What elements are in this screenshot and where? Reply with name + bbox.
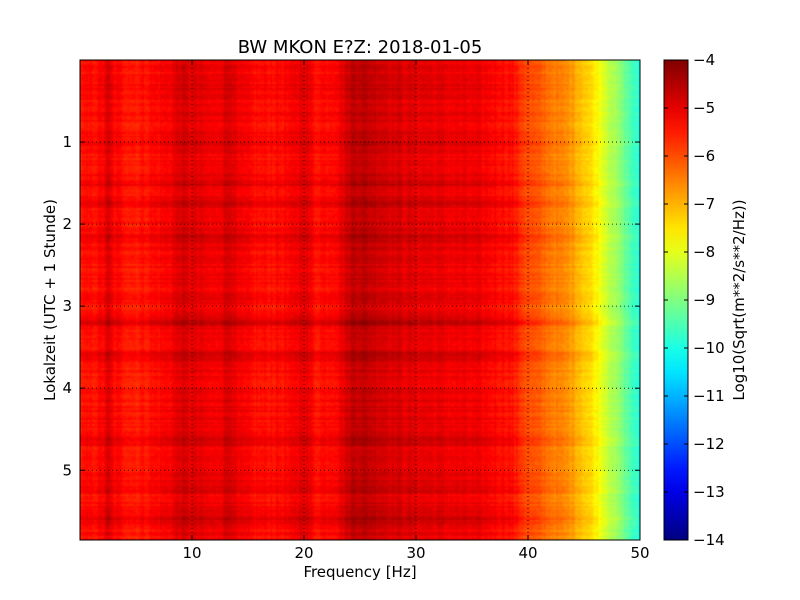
colorbar-tick-label: −10 [693,339,725,357]
colorbar-tick-label: −8 [693,243,715,261]
y-tick-label: 1 [62,133,72,151]
x-tick-label: 30 [406,544,425,562]
y-tick-label: 5 [62,461,72,479]
y-tick-label: 3 [62,297,72,315]
x-tick-label: 20 [294,544,313,562]
colorbar-label: Log10(Sqrt(m**2/s**2/Hz)) [730,199,748,400]
colorbar-tick-label: −12 [693,435,725,453]
colorbar-tick-label: −11 [693,387,725,405]
grid-lines [80,60,640,540]
x-tick-label: 10 [182,544,201,562]
colorbar-tick-label: −13 [693,483,725,501]
x-tick-label: 50 [630,544,649,562]
colorbar-ticks: −4 −5 −6 −7 −8 −9 −10 −11 −12 −13 −14 [664,51,725,549]
x-axis-label: Frequency [Hz] [303,563,416,581]
colorbar: −4 −5 −6 −7 −8 −9 −10 −11 −12 −13 −14 Log10(Sqrt(m… [663,51,748,549]
chart-title: BW MKON E?Z: 2018-01-05 [238,37,483,58]
y-axis: 1 2 3 4 5 [62,133,640,479]
colorbar-tick-label: −4 [693,51,715,69]
colorbar-tick-label: −9 [693,291,715,309]
y-tick-label: 4 [62,379,72,397]
y-axis-label: Lokalzeit (UTC + 1 Stunde) [41,199,59,401]
y-tick-label: 2 [62,215,72,233]
plot-frame [79,59,641,541]
colorbar-tick-label: −5 [693,99,715,117]
spectrogram-heatmap [80,60,640,540]
x-tick-label: 40 [518,544,537,562]
spectrogram-image [80,60,640,540]
x-axis: 10 20 30 40 50 [182,60,650,562]
colorbar-tick-label: −14 [693,531,725,549]
colorbar-tick-label: −7 [693,195,715,213]
colorbar-tick-label: −6 [693,147,715,165]
